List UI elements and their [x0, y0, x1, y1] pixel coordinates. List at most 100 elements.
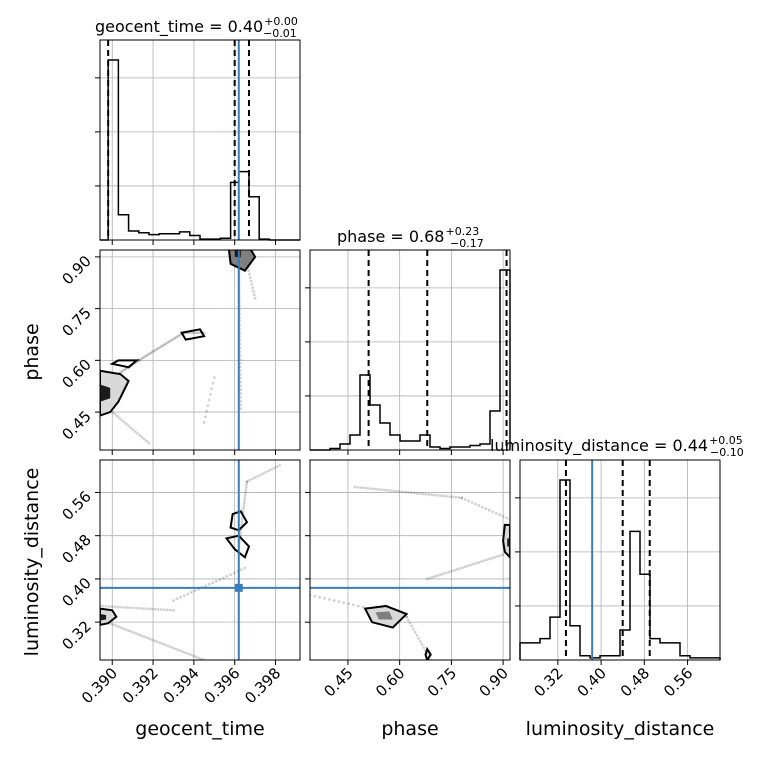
- sample-point: [460, 496, 464, 500]
- sample-point: [244, 491, 247, 494]
- sample-point: [138, 606, 142, 610]
- sample-point: [179, 595, 183, 599]
- sample-point: [153, 607, 157, 611]
- sample-point: [120, 370, 124, 373]
- sample-point: [365, 486, 369, 490]
- sample-point: [458, 567, 462, 570]
- sample-point: [176, 335, 180, 338]
- sample-point: [129, 630, 133, 634]
- sample-point: [101, 604, 105, 608]
- sample-point: [111, 411, 115, 414]
- grid: [310, 250, 510, 450]
- sample-point: [498, 513, 502, 517]
- sample-point: [240, 520, 244, 524]
- sample-point: [146, 353, 150, 357]
- sample-point: [243, 493, 247, 497]
- sample-point: [380, 488, 383, 492]
- sample-point: [494, 511, 498, 515]
- sample-point: [162, 343, 166, 347]
- grid: [520, 460, 720, 660]
- sample-point: [211, 581, 215, 585]
- sample-point: [163, 643, 167, 647]
- sample-point: [272, 466, 276, 470]
- sample-point: [368, 487, 372, 490]
- histogram-phase: [305, 249, 511, 455]
- sample-point: [202, 421, 206, 424]
- sample-point: [229, 573, 233, 576]
- y-tick-label: 0.75: [58, 304, 94, 340]
- x-tick-label: 0.32: [530, 664, 566, 700]
- sample-point: [313, 594, 317, 598]
- sample-point: [356, 485, 360, 489]
- sample-point: [174, 335, 178, 339]
- sample-point: [242, 507, 245, 511]
- title-luminosity-distance-plus: +0.05: [709, 434, 743, 447]
- x-tick-label: 0.390: [78, 664, 121, 707]
- sample-point: [482, 559, 486, 563]
- sample-point: [505, 516, 508, 520]
- scatter-distance-vs-phase: 0.45 0.60 0.75 0.90: [305, 459, 512, 700]
- sample-point: [239, 568, 243, 572]
- sample-point: [218, 578, 222, 581]
- sample-point: [203, 415, 207, 419]
- sample-point: [445, 494, 449, 498]
- density-contour: [100, 607, 118, 626]
- histogram-luminosity-distance: 0.32 0.40 0.48 0.56: [515, 459, 721, 700]
- title-geocent-time-minus: −0.01: [263, 27, 297, 40]
- sample-point: [480, 560, 483, 563]
- sample-point: [442, 572, 445, 576]
- sample-point: [251, 286, 255, 290]
- sample-point: [211, 381, 215, 385]
- sample-point: [135, 632, 138, 636]
- sample-point: [115, 414, 119, 418]
- sample-point: [127, 424, 130, 428]
- sample-point: [239, 395, 243, 399]
- sample-point: [140, 634, 144, 638]
- ylabel-phase: phase: [21, 323, 43, 380]
- sample-point: [132, 631, 136, 635]
- sample-point: [243, 566, 247, 570]
- sample-point: [162, 608, 166, 612]
- sample-point: [250, 477, 254, 481]
- sample-point: [377, 488, 380, 491]
- title-phase: phase = 0.68+0.23: [337, 225, 479, 246]
- sample-point: [342, 601, 346, 605]
- density-contour: [180, 328, 206, 341]
- sample-point: [192, 331, 196, 335]
- sample-point: [206, 404, 210, 408]
- sample-point: [166, 644, 170, 648]
- sample-point: [318, 595, 322, 599]
- sample-point: [247, 269, 250, 273]
- sample-point: [164, 342, 168, 346]
- plot-area: [100, 250, 257, 450]
- sample-point: [496, 554, 500, 558]
- sample-point: [104, 604, 108, 608]
- sample-point: [156, 607, 160, 611]
- sample-point: [123, 605, 126, 609]
- sample-point: [131, 428, 135, 432]
- sample-point: [484, 507, 488, 511]
- sample-point: [138, 358, 142, 361]
- x-tick-label: 0.40: [574, 664, 610, 700]
- sample-point: [406, 618, 410, 622]
- sample-point: [129, 426, 133, 430]
- y-tick-label: 0.48: [58, 531, 94, 567]
- sample-point: [126, 606, 129, 609]
- sample-point: [144, 607, 148, 611]
- sample-point: [144, 354, 148, 358]
- y-tick-label: 0.56: [58, 488, 94, 524]
- sample-point: [150, 607, 154, 611]
- sample-point: [173, 336, 177, 340]
- grid: [100, 250, 300, 450]
- sample-point: [153, 348, 157, 352]
- sample-point: [175, 597, 179, 601]
- sample-point: [488, 557, 491, 561]
- density-contour: [375, 611, 393, 620]
- sample-point: [498, 554, 502, 557]
- sample-point: [147, 441, 151, 445]
- sample-point: [133, 430, 137, 434]
- sample-point: [243, 496, 247, 500]
- sample-point: [122, 627, 125, 630]
- sample-point: [261, 472, 265, 475]
- xlabel-phase: phase: [381, 718, 438, 740]
